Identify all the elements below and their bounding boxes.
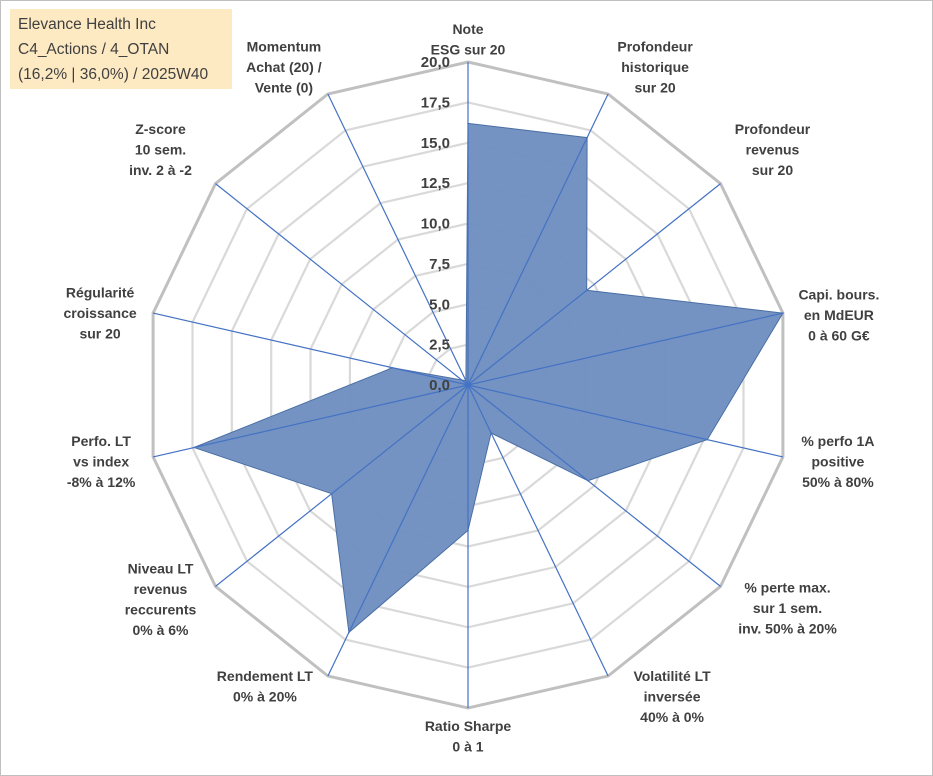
- tick-label: 5,0: [429, 296, 450, 313]
- info-box: Elevance Health Inc C4_Actions / 4_OTAN …: [10, 9, 232, 89]
- axis-label: % perfo 1A positive 50% à 80%: [801, 433, 874, 490]
- info-company-name: Elevance Health Inc: [18, 16, 156, 33]
- axis-label: Ratio Sharpe 0 à 1: [425, 718, 512, 755]
- tick-label: 20,0: [421, 54, 450, 71]
- axis-label-line: Perfo. LT: [71, 433, 131, 449]
- axis-spoke: [215, 183, 469, 386]
- axis-spoke: [467, 312, 784, 386]
- axis-label-line: Profondeur: [735, 121, 811, 137]
- axis-spoke: [327, 93, 469, 386]
- axis-label-line: 10 sem.: [135, 142, 186, 158]
- axis-label-line: Rendement LT: [217, 668, 314, 684]
- axis-label: % perte max. sur 1 sem. inv. 50% à 20%: [738, 579, 837, 636]
- axis-label: Niveau LT revenus reccurents 0% à 6%: [125, 560, 197, 638]
- axis-label-line: Profondeur: [617, 39, 693, 55]
- axis-label: Momentum Achat (20) / Vente (0): [246, 39, 322, 96]
- axis-label-line: Capi. bours.: [798, 286, 879, 302]
- tick-label: 0,0: [429, 377, 450, 394]
- axis-label-line: sur 20: [752, 162, 793, 178]
- axis-label-line: positive: [811, 454, 864, 470]
- axis-label-line: Z-score: [135, 121, 186, 137]
- tick-label: 17,5: [421, 94, 450, 111]
- axis-label: Capi. bours. en MdEUR 0 à 60 G€: [798, 286, 879, 343]
- axis-label: Rendement LT 0% à 20%: [217, 668, 314, 705]
- axis-label-line: 40% à 0%: [640, 709, 704, 725]
- axis-label-line: Volatilité LT: [633, 668, 711, 684]
- axis-label-line: Achat (20) /: [246, 59, 322, 75]
- axis-label-line: 0 à 1: [452, 739, 483, 755]
- axis-label-line: sur 20: [79, 325, 120, 341]
- axis-spoke: [215, 384, 469, 587]
- axis-label-line: revenus: [746, 142, 800, 158]
- axis-label-line: % perte max.: [744, 579, 830, 595]
- tick-label: 12,5: [421, 175, 450, 192]
- axis-label-line: 0 à 60 G€: [808, 327, 870, 343]
- axis-label-line: inv. 2 à -2: [129, 162, 192, 178]
- axis-spoke: [467, 384, 609, 677]
- axis-label-line: -8% à 12%: [67, 474, 136, 490]
- axis-spoke: [467, 93, 609, 386]
- axis-label: Volatilité LT inversée 40% à 0%: [633, 668, 711, 725]
- axis-label-line: Ratio Sharpe: [425, 718, 512, 734]
- axis-label-line: Niveau LT: [128, 560, 194, 576]
- tick-label: 2,5: [429, 337, 450, 354]
- info-performance: (16,2% | 36,0%) / 2025W40: [18, 66, 209, 83]
- axis-label-line: Momentum: [247, 39, 322, 55]
- axis-label-line: Vente (0): [255, 80, 313, 96]
- tick-label: 10,0: [421, 216, 450, 233]
- axis-label-line: Régularité: [66, 284, 135, 300]
- axis-label-line: sur 20: [634, 80, 675, 96]
- axis-label: Perfo. LT vs index -8% à 12%: [67, 433, 136, 490]
- tick-label: 7,5: [429, 256, 450, 273]
- axis-label: Z-score 10 sem. inv. 2 à -2: [129, 121, 192, 178]
- axis-label-line: en MdEUR: [804, 307, 874, 323]
- axis-label: Note ESG sur 20: [431, 21, 506, 58]
- axis-spoke: [152, 312, 469, 386]
- axis-label-line: revenus: [134, 581, 188, 597]
- axis-spoke: [327, 384, 469, 677]
- axis-label-line: reccurents: [125, 601, 197, 617]
- axis-label-line: vs index: [73, 454, 129, 470]
- axis-label-line: 0% à 20%: [233, 689, 297, 705]
- axis-label-line: 0% à 6%: [132, 622, 189, 638]
- radar-series: [192, 122, 784, 634]
- axis-label-line: historique: [621, 59, 689, 75]
- axis-spoke: [152, 384, 469, 458]
- axis-label: Profondeur revenus sur 20: [735, 121, 811, 178]
- axis-label-line: Note: [452, 21, 483, 37]
- axis-labels: Note ESG sur 20 Profondeur historique sur 20…: [64, 21, 880, 755]
- info-portfolio: C4_Actions / 4_OTAN: [18, 41, 170, 58]
- axis-label-line: sur 1 sem.: [753, 600, 822, 616]
- axis-label-line: ESG sur 20: [431, 42, 506, 58]
- tick-label: 15,0: [421, 135, 450, 152]
- axis-label: Profondeur historique sur 20: [617, 39, 693, 96]
- radial-tick-labels: 0,0 2,5 5,0 7,5 10,0 12,5 15,0 17,5 20,0: [421, 54, 450, 394]
- axis-label-line: % perfo 1A: [801, 433, 874, 449]
- axis-label-line: croissance: [64, 305, 137, 321]
- axis-spoke: [467, 384, 721, 587]
- axis-spoke: [467, 183, 721, 386]
- axis-label-line: inv. 50% à 20%: [738, 620, 837, 636]
- series-area: [192, 122, 784, 634]
- axis-spoke: [467, 384, 784, 458]
- radar-spokes: [152, 62, 784, 708]
- axis-label-line: 50% à 80%: [802, 474, 874, 490]
- axis-label: Régularité croissance sur 20: [64, 284, 137, 341]
- axis-label-line: inversée: [644, 689, 701, 705]
